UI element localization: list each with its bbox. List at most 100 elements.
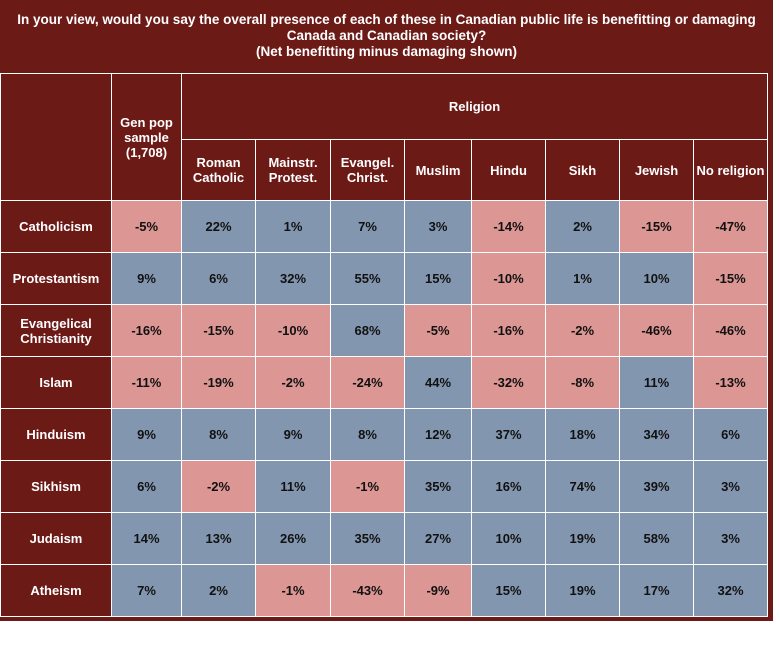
- data-cell: 3%: [404, 200, 472, 253]
- table-body: Catholicism -5% 22% 1% 7% 3% -14% 2% -15% -47% Pro…: [0, 200, 768, 617]
- data-cell: -15%: [181, 304, 256, 357]
- data-cell: -32%: [471, 356, 546, 409]
- data-cell: 8%: [181, 408, 256, 461]
- column-header-muslim: Muslim: [404, 139, 472, 201]
- data-cell: -14%: [471, 200, 546, 253]
- data-cell: 32%: [255, 252, 331, 305]
- data-cell: 35%: [404, 460, 472, 513]
- row-header: Atheism: [0, 564, 112, 617]
- data-cell: 14%: [111, 512, 182, 565]
- data-cell: 10%: [619, 252, 694, 305]
- data-cell: 26%: [255, 512, 331, 565]
- data-cell: 19%: [545, 512, 620, 565]
- data-cell: -2%: [545, 304, 620, 357]
- data-cell: -10%: [471, 252, 546, 305]
- column-header-mainstream-protestant: Mainstr. Protest.: [255, 139, 331, 201]
- data-cell: 15%: [471, 564, 546, 617]
- data-cell: -15%: [693, 252, 768, 305]
- column-header-jewish: Jewish: [619, 139, 694, 201]
- data-cell: 44%: [404, 356, 472, 409]
- data-cell: 7%: [111, 564, 182, 617]
- title-line-2: Canada and Canadian society?: [286, 28, 487, 43]
- data-cell: 7%: [330, 200, 405, 253]
- data-cell: 8%: [330, 408, 405, 461]
- group-header-religion: Religion: [181, 73, 768, 140]
- data-cell: 17%: [619, 564, 694, 617]
- row-header: Sikhism: [0, 460, 112, 513]
- chart-title: In your view, would you say the overall …: [0, 0, 773, 72]
- data-cell: -16%: [471, 304, 546, 357]
- data-cell: -47%: [693, 200, 768, 253]
- table-row: Catholicism -5% 22% 1% 7% 3% -14% 2% -15% -47%: [0, 200, 768, 253]
- data-cell: -24%: [330, 356, 405, 409]
- data-cell: 9%: [111, 252, 182, 305]
- data-cell: 2%: [181, 564, 256, 617]
- data-cell: 39%: [619, 460, 694, 513]
- data-cell: 11%: [619, 356, 694, 409]
- row-header: Catholicism: [0, 200, 112, 253]
- table-row: Islam -11% -19% -2% -24% 44% -32% -8% 11% -13%: [0, 356, 768, 409]
- data-cell: 15%: [404, 252, 472, 305]
- row-header: Hinduism: [0, 408, 112, 461]
- data-cell: -43%: [330, 564, 405, 617]
- data-cell: 32%: [693, 564, 768, 617]
- data-cell: 9%: [255, 408, 331, 461]
- data-cell: -1%: [330, 460, 405, 513]
- data-cell: 1%: [545, 252, 620, 305]
- corner-header: [0, 73, 112, 201]
- column-header-no-religion: No religion: [693, 139, 768, 201]
- data-cell: -13%: [693, 356, 768, 409]
- column-header-roman-catholic: Roman Catholic: [181, 139, 256, 201]
- data-cell: 6%: [693, 408, 768, 461]
- data-cell: 11%: [255, 460, 331, 513]
- results-table: Gen pop sample (1,708) Religion Roman Ca…: [0, 73, 768, 617]
- data-cell: 19%: [545, 564, 620, 617]
- table-row: Hinduism 9% 8% 9% 8% 12% 37% 18% 34% 6%: [0, 408, 768, 461]
- data-cell: -46%: [619, 304, 694, 357]
- data-cell: 16%: [471, 460, 546, 513]
- data-cell: 22%: [181, 200, 256, 253]
- data-cell: -2%: [255, 356, 331, 409]
- row-header: Evangelical Christianity: [0, 304, 112, 357]
- data-cell: 9%: [111, 408, 182, 461]
- data-cell: -16%: [111, 304, 182, 357]
- data-cell: 6%: [181, 252, 256, 305]
- data-cell: 6%: [111, 460, 182, 513]
- table-row: Evangelical Christianity -16% -15% -10% 68% -…: [0, 304, 768, 357]
- data-cell: 34%: [619, 408, 694, 461]
- data-cell: -15%: [619, 200, 694, 253]
- data-cell: -11%: [111, 356, 182, 409]
- table-row: Judaism 14% 13% 26% 35% 27% 10% 19% 58% 3%: [0, 512, 768, 565]
- row-header: Protestantism: [0, 252, 112, 305]
- data-cell: -8%: [545, 356, 620, 409]
- data-cell: -1%: [255, 564, 331, 617]
- data-cell: -46%: [693, 304, 768, 357]
- chart-panel: In your view, would you say the overall …: [0, 0, 773, 621]
- data-cell: 1%: [255, 200, 331, 253]
- column-header-hindu: Hindu: [471, 139, 546, 201]
- column-header-gen-pop: Gen pop sample (1,708): [111, 73, 182, 201]
- data-cell: 2%: [545, 200, 620, 253]
- data-cell: -19%: [181, 356, 256, 409]
- data-cell: 3%: [693, 512, 768, 565]
- data-cell: -2%: [181, 460, 256, 513]
- data-cell: 13%: [181, 512, 256, 565]
- data-cell: 55%: [330, 252, 405, 305]
- data-cell: 74%: [545, 460, 620, 513]
- data-cell: -5%: [404, 304, 472, 357]
- column-header-evangelical-christian: Evangel. Christ.: [330, 139, 405, 201]
- table-row: Sikhism 6% -2% 11% -1% 35% 16% 74% 39% 3%: [0, 460, 768, 513]
- title-line-1: In your view, would you say the overall …: [17, 12, 756, 27]
- data-cell: 35%: [330, 512, 405, 565]
- data-cell: 37%: [471, 408, 546, 461]
- data-cell: 3%: [693, 460, 768, 513]
- data-cell: -9%: [404, 564, 472, 617]
- column-header-sikh: Sikh: [545, 139, 620, 201]
- data-cell: 10%: [471, 512, 546, 565]
- data-cell: 12%: [404, 408, 472, 461]
- data-cell: 27%: [404, 512, 472, 565]
- row-header: Judaism: [0, 512, 112, 565]
- table-row: Protestantism 9% 6% 32% 55% 15% -10% 1% 10% -15%: [0, 252, 768, 305]
- data-cell: -10%: [255, 304, 331, 357]
- title-line-3: (Net benefitting minus damaging shown): [256, 44, 517, 59]
